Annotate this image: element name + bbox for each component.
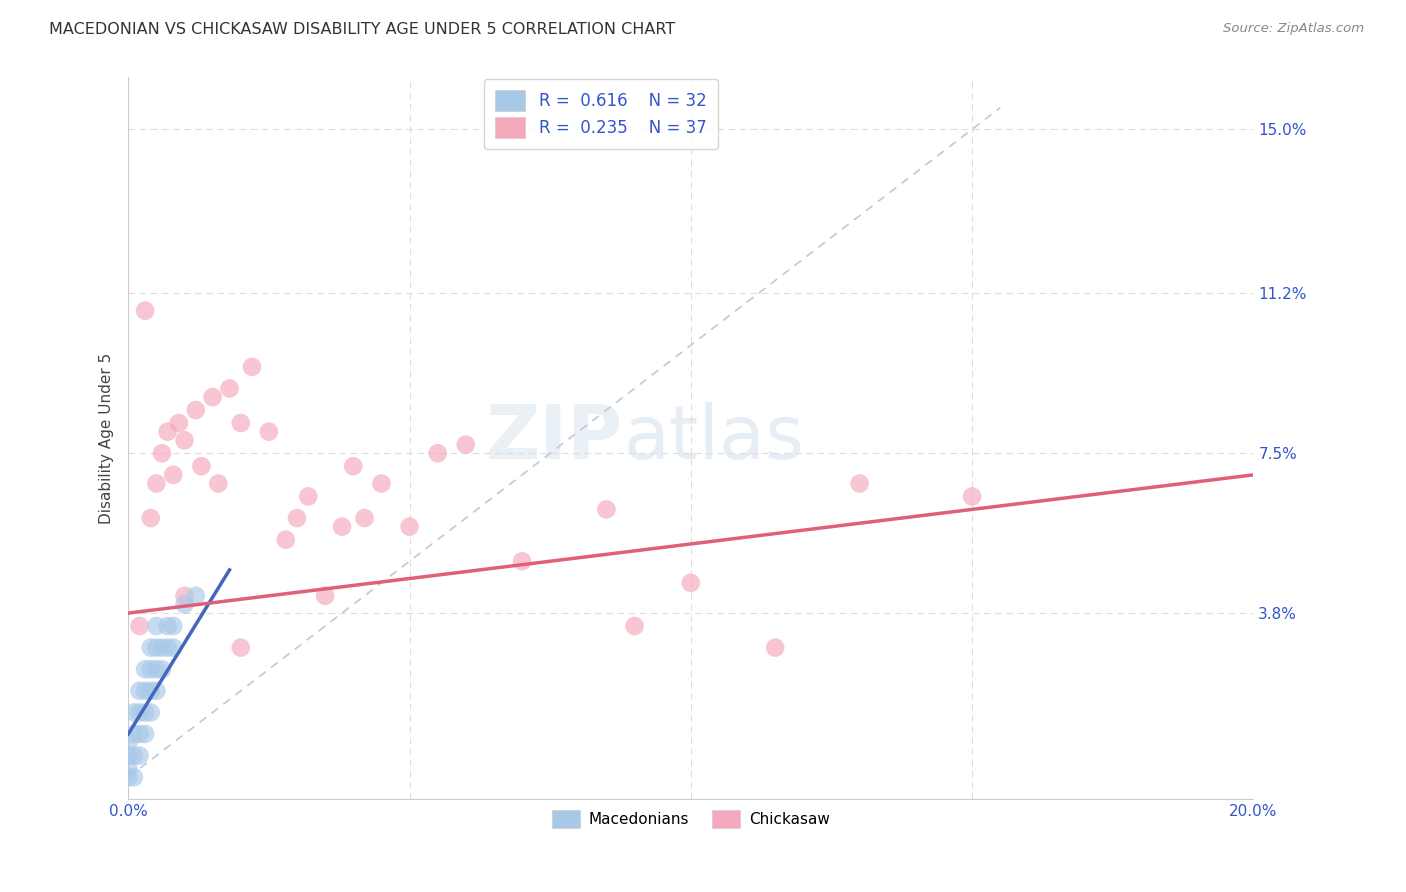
Point	[117, 762, 139, 776]
Point	[173, 434, 195, 448]
Point	[134, 303, 156, 318]
Point	[117, 736, 139, 750]
Point	[139, 706, 162, 720]
Text: Source: ZipAtlas.com: Source: ZipAtlas.com	[1223, 22, 1364, 36]
Point	[173, 589, 195, 603]
Point	[848, 476, 870, 491]
Point	[510, 554, 533, 568]
Point	[156, 619, 179, 633]
Point	[167, 416, 190, 430]
Point	[128, 748, 150, 763]
Point	[150, 446, 173, 460]
Point	[623, 619, 645, 633]
Point	[134, 727, 156, 741]
Point	[134, 662, 156, 676]
Point	[139, 683, 162, 698]
Point	[314, 589, 336, 603]
Point	[122, 748, 145, 763]
Point	[763, 640, 786, 655]
Point	[454, 437, 477, 451]
Point	[145, 619, 167, 633]
Point	[330, 519, 353, 533]
Point	[201, 390, 224, 404]
Point	[139, 511, 162, 525]
Point	[162, 467, 184, 482]
Point	[134, 683, 156, 698]
Point	[128, 619, 150, 633]
Point	[128, 727, 150, 741]
Point	[218, 381, 240, 395]
Point	[150, 662, 173, 676]
Point	[229, 416, 252, 430]
Point	[156, 425, 179, 439]
Point	[139, 640, 162, 655]
Legend: Macedonians, Chickasaw: Macedonians, Chickasaw	[546, 804, 835, 835]
Point	[960, 490, 983, 504]
Point	[240, 359, 263, 374]
Point	[207, 476, 229, 491]
Text: MACEDONIAN VS CHICKASAW DISABILITY AGE UNDER 5 CORRELATION CHART: MACEDONIAN VS CHICKASAW DISABILITY AGE U…	[49, 22, 675, 37]
Point	[257, 425, 280, 439]
Point	[285, 511, 308, 525]
Point	[274, 533, 297, 547]
Point	[145, 662, 167, 676]
Point	[128, 683, 150, 698]
Point	[150, 640, 173, 655]
Point	[122, 770, 145, 784]
Y-axis label: Disability Age Under 5: Disability Age Under 5	[100, 352, 114, 524]
Point	[139, 662, 162, 676]
Point	[145, 683, 167, 698]
Point	[162, 640, 184, 655]
Point	[184, 403, 207, 417]
Point	[370, 476, 392, 491]
Point	[145, 640, 167, 655]
Point	[117, 770, 139, 784]
Point	[398, 519, 420, 533]
Point	[134, 706, 156, 720]
Point	[426, 446, 449, 460]
Text: atlas: atlas	[623, 401, 804, 475]
Point	[679, 575, 702, 590]
Point	[297, 490, 319, 504]
Point	[342, 459, 364, 474]
Point	[117, 748, 139, 763]
Point	[229, 640, 252, 655]
Point	[128, 706, 150, 720]
Point	[190, 459, 212, 474]
Point	[353, 511, 375, 525]
Point	[145, 476, 167, 491]
Point	[173, 598, 195, 612]
Point	[122, 706, 145, 720]
Point	[156, 640, 179, 655]
Point	[122, 727, 145, 741]
Point	[184, 589, 207, 603]
Text: ZIP: ZIP	[486, 401, 623, 475]
Point	[595, 502, 617, 516]
Point	[162, 619, 184, 633]
